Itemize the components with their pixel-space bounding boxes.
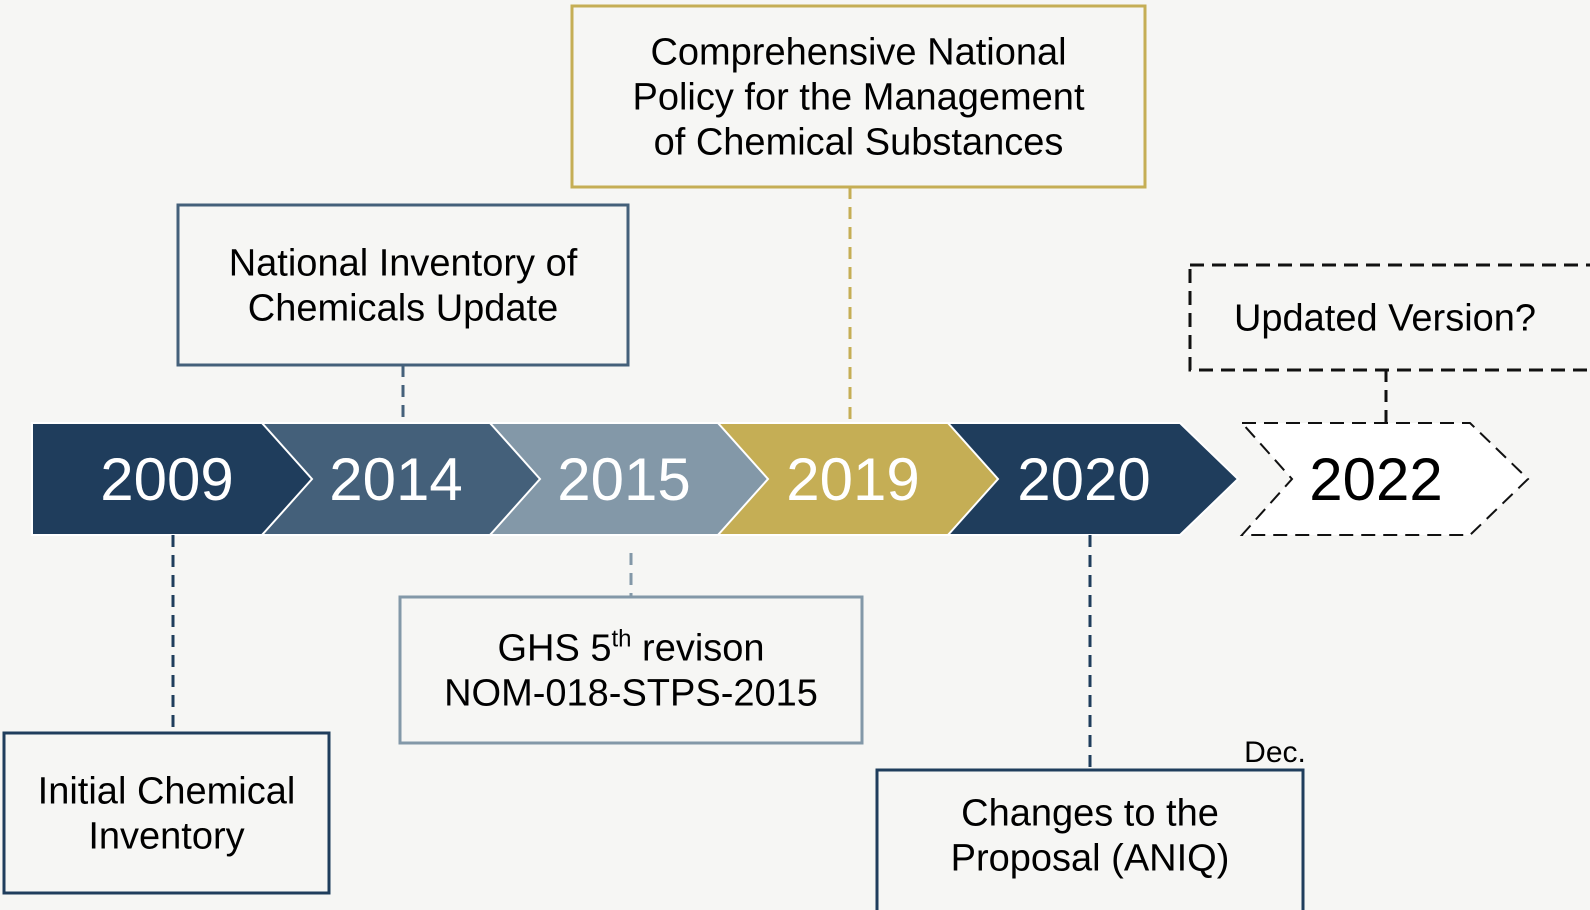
event-box [875,768,1305,910]
event-text: National Inventory of [229,243,578,285]
event-text: Changes to the [961,793,1219,835]
event-text-part: revison [632,628,765,670]
event-text: Chemicals Update [248,288,558,330]
year-label: 2014 [329,446,462,513]
event-text-part: GHS 5 [497,628,611,670]
event-text: Initial Chemical [38,771,296,813]
event-text: Comprehensive National [650,32,1066,74]
event-box [398,595,864,745]
event-text: Inventory [88,816,244,858]
event-text: of Chemical Substances [654,122,1064,164]
event-box [176,203,630,367]
event-box [2,731,331,895]
event-text: Policy for the Management [632,77,1084,119]
event-text: Proposal (ANIQ) [951,838,1230,880]
year-label: 2020 [1017,446,1150,513]
year-label: 2009 [100,446,233,513]
year-chevron [945,422,1240,536]
event-text: GHS 5th revison [497,626,764,670]
year-chevron [1239,422,1530,536]
year-label: 2015 [557,446,690,513]
event-note: Dec. [1244,736,1306,769]
year-label: 2022 [1309,446,1442,513]
event-text: NOM-018-STPS-2015 [444,673,818,715]
year-label: 2019 [786,446,919,513]
event-box [570,4,1147,189]
event-box [1188,263,1590,372]
event-text: Updated Version? [1234,298,1536,340]
superscript: th [611,626,631,653]
